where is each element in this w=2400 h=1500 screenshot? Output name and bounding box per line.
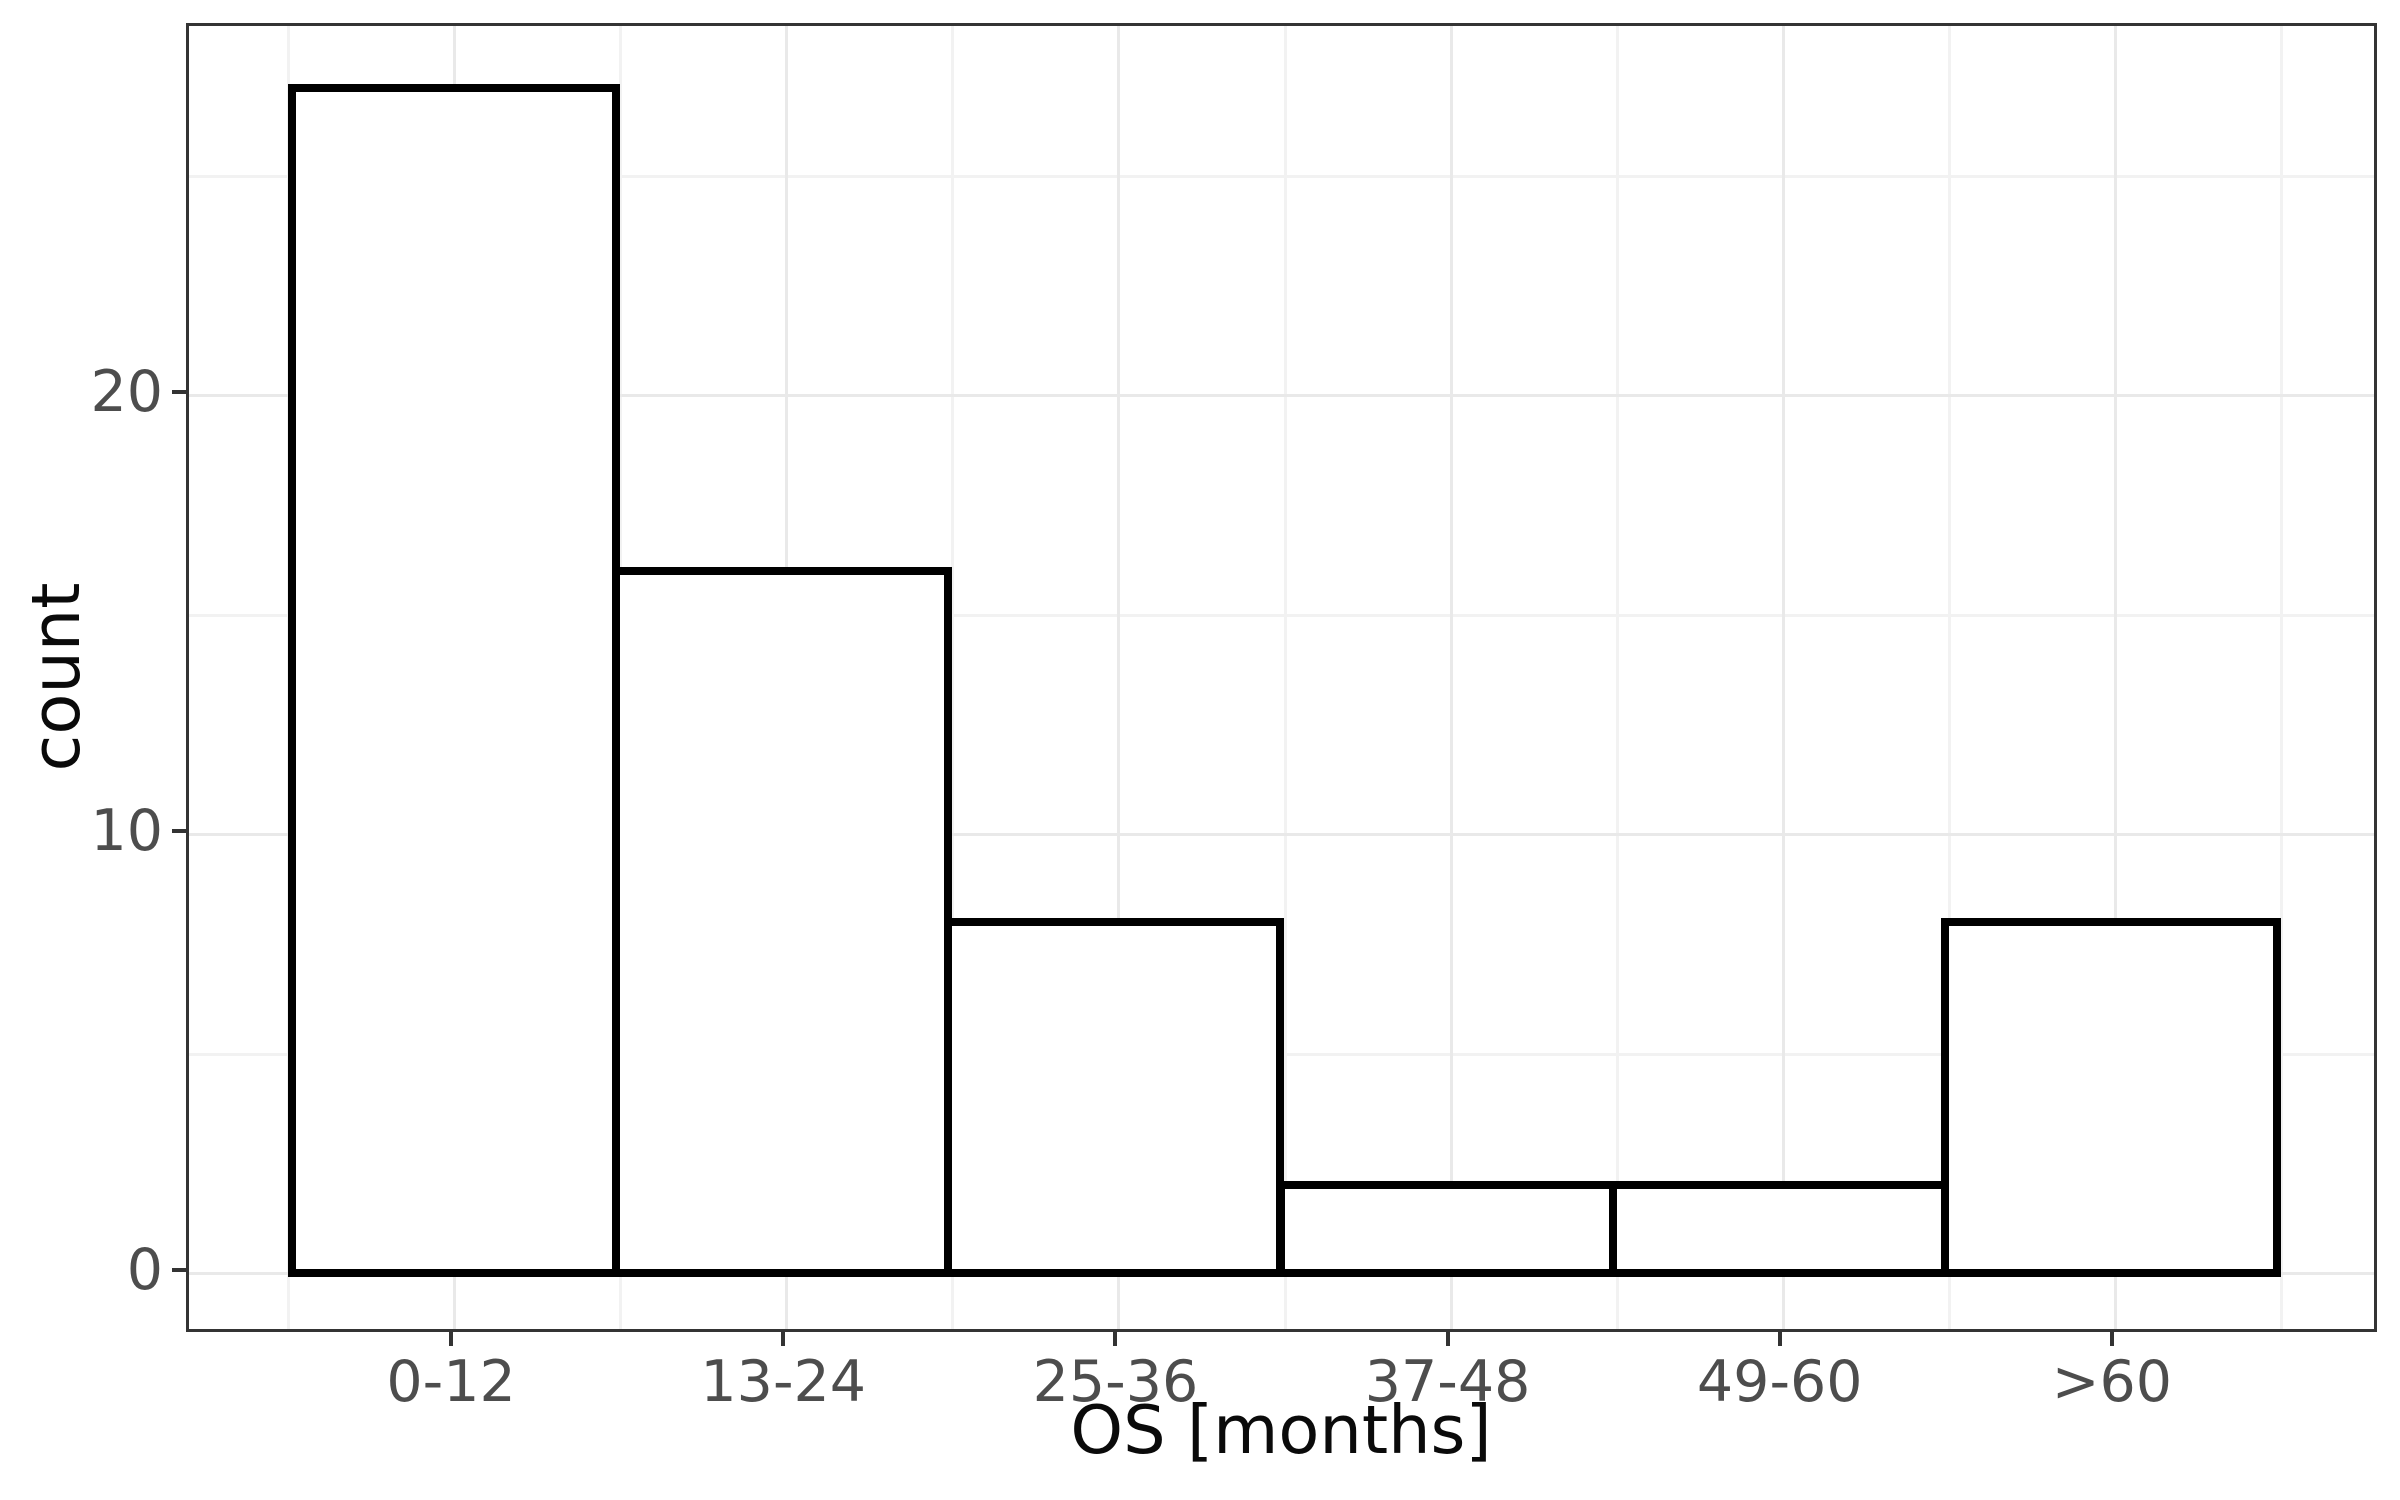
x-tick-label: 37-48	[1364, 1349, 1531, 1415]
grid-major-v	[1117, 26, 1121, 1329]
bar-13-24	[612, 566, 953, 1277]
y-axis-title: count	[17, 582, 95, 772]
x-tick-mark	[1445, 1332, 1450, 1346]
grid-major-h	[189, 833, 2374, 836]
x-tick-label: 49-60	[1696, 1349, 1863, 1415]
bar->60	[1940, 917, 2281, 1277]
x-axis-title: OS [months]	[1070, 1391, 1492, 1469]
y-tick-label: 0	[126, 1237, 163, 1303]
grid-minor-v	[1615, 26, 1619, 1329]
x-tick-mark	[1113, 1332, 1118, 1346]
x-tick-label: 0-12	[386, 1349, 516, 1415]
x-tick-mark	[449, 1332, 454, 1346]
y-tick-label: 20	[90, 359, 163, 425]
grid-minor-h	[189, 174, 2374, 178]
x-tick-mark	[781, 1332, 786, 1346]
bar-37-48	[1276, 1181, 1617, 1277]
plot-panel	[186, 23, 2377, 1332]
bar-49-60	[1608, 1181, 1949, 1277]
grid-minor-v	[1283, 26, 1287, 1329]
bar-25-36	[944, 917, 1285, 1277]
x-tick-label: 13-24	[700, 1349, 867, 1415]
x-tick-label: >60	[2051, 1349, 2173, 1415]
x-tick-mark	[2109, 1332, 2114, 1346]
y-tick-mark	[172, 829, 186, 833]
grid-minor-v	[2280, 26, 2284, 1329]
bar-0-12	[288, 83, 621, 1277]
grid-minor-v	[1947, 26, 1951, 1329]
grid-major-v	[1449, 26, 1453, 1329]
y-tick-mark	[172, 390, 186, 394]
y-tick-label: 10	[90, 798, 163, 864]
grid-minor-v	[951, 26, 955, 1329]
grid-major-h	[189, 394, 2374, 397]
grid-major-v	[2113, 26, 2117, 1329]
x-tick-label: 25-36	[1032, 1349, 1199, 1415]
grid-minor-h	[189, 613, 2374, 617]
grid-major-v	[1781, 26, 1785, 1329]
y-tick-mark	[172, 1268, 186, 1272]
x-tick-mark	[1777, 1332, 1782, 1346]
